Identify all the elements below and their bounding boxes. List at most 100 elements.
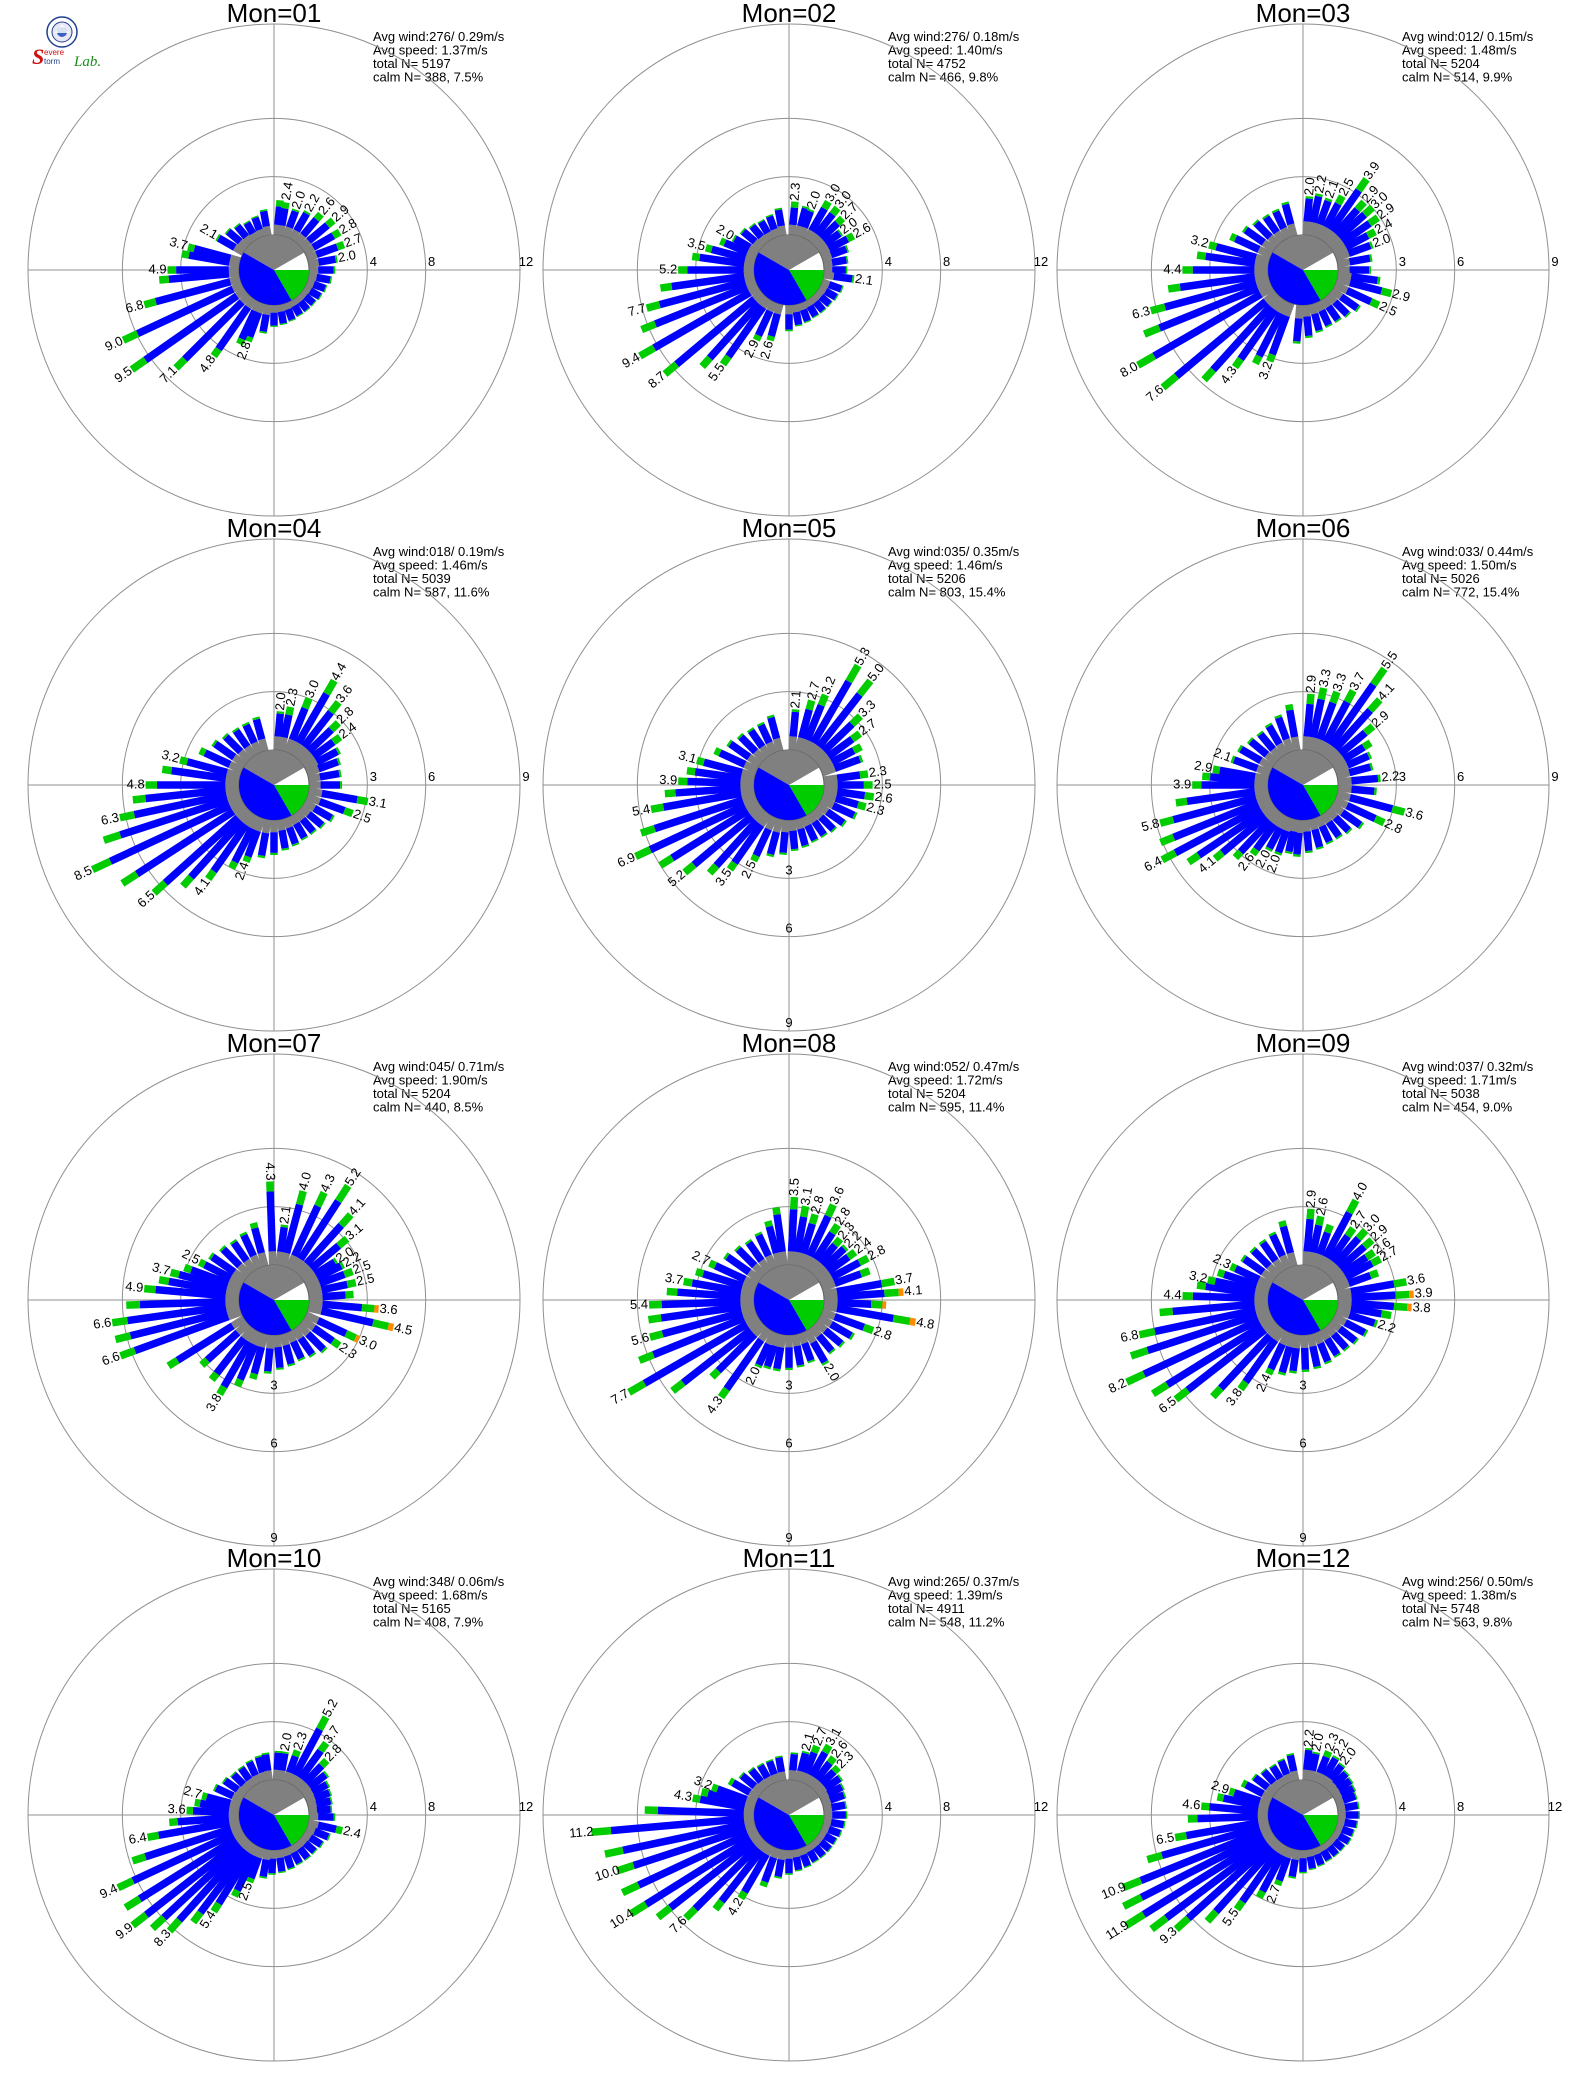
- wind-bar-segment: [1201, 772, 1211, 781]
- wind-bar-segment: [315, 748, 339, 766]
- wind-bar-segment: [119, 796, 229, 839]
- wind-bar-segment: [1348, 1311, 1376, 1327]
- wind-bar-segment: [832, 1838, 838, 1846]
- wind-bar-segment: [168, 270, 230, 283]
- calm-sector-green: [789, 1815, 824, 1846]
- bar-value-label: 2.9: [1391, 286, 1412, 305]
- wind-bar-segment: [1229, 1262, 1238, 1272]
- bar-value-label: 3.6: [826, 1184, 847, 1207]
- wind-bar-segment: [298, 804, 312, 817]
- wind-bar-segment: [231, 1772, 247, 1788]
- wind-bar-segment: [787, 1251, 796, 1266]
- wind-bar-segment: [1325, 839, 1334, 845]
- bar-value-label: 7.7: [626, 300, 647, 319]
- wind-bar-segment: [210, 346, 222, 359]
- wind-bar-segment: [1324, 197, 1333, 203]
- wind-bar-segment: [1286, 709, 1299, 738]
- wind-bar-segment: [282, 301, 292, 311]
- wind-bar-segment: [327, 699, 342, 715]
- wind-bar-segment: [178, 1270, 229, 1292]
- bar-value-label: 2.9: [1193, 757, 1213, 775]
- wind-bar-segment: [700, 1787, 710, 1797]
- wind-bar-segment: [1361, 739, 1373, 751]
- wind-bar-segment: [245, 1760, 259, 1777]
- wind-bar-segment: [763, 1365, 772, 1370]
- wind-bar-segment: [1311, 1846, 1321, 1856]
- bar-value-label: 2.2: [340, 1248, 363, 1270]
- wind-bar-segment: [259, 1858, 270, 1878]
- wind-bar-segment: [307, 773, 321, 783]
- wind-bar-segment: [1351, 1299, 1395, 1311]
- wind-bar-segment: [1150, 1381, 1170, 1397]
- wind-bar-segment: [808, 1324, 822, 1339]
- wind-bar-segment: [274, 1346, 284, 1368]
- calm-sector-blue: [239, 767, 292, 820]
- ring-label: 12: [1034, 1799, 1048, 1814]
- wind-bar-segment: [1366, 751, 1373, 760]
- wind-bar-segment: [1286, 1252, 1298, 1268]
- wind-bar-segment: [319, 1841, 325, 1849]
- wind-bar-segment: [291, 208, 300, 213]
- wind-bar-segment: [361, 1303, 375, 1313]
- wind-bar-segment: [1293, 832, 1303, 855]
- wind-bar-segment: [1345, 287, 1373, 306]
- wind-bar-segment: [316, 1317, 348, 1337]
- wind-bar-segment: [1306, 221, 1317, 237]
- stats-line: Avg wind:012/ 0.15m/s: [1402, 29, 1534, 44]
- wind-bar-segment: [317, 293, 323, 301]
- wind-bar-segment: [318, 1812, 334, 1821]
- wind-bar-segment: [770, 1773, 781, 1784]
- wind-bar-segment: [591, 1826, 612, 1837]
- wind-bar-segment: [1343, 1319, 1367, 1337]
- bar-value-label: 4.3: [673, 1786, 693, 1804]
- wind-bar-segment: [1334, 1279, 1350, 1292]
- wind-bar-segment: [249, 231, 260, 242]
- wind-bar-segment: [299, 1784, 312, 1797]
- wind-bar-segment: [280, 714, 293, 739]
- wind-bar-segment: [749, 223, 765, 240]
- wind-bar-segment: [1329, 239, 1345, 253]
- wind-bar-segment: [817, 693, 829, 707]
- ring-label: 9: [785, 1530, 792, 1545]
- wind-bar-segment: [803, 1328, 817, 1344]
- wind-bar-segment: [627, 1380, 647, 1396]
- stats-line: calm N= 388, 7.5%: [373, 70, 484, 85]
- wind-bar-segment: [1316, 740, 1330, 756]
- ring-label: 4: [1399, 1799, 1406, 1814]
- wind-bar-segment: [297, 1335, 315, 1357]
- wind-bar-segment: [1306, 693, 1315, 705]
- wind-bar-segment: [821, 199, 832, 211]
- wind-bar-segment: [1333, 761, 1349, 775]
- bar-value-label: 4.9: [149, 261, 167, 276]
- wind-bar-segment: [1261, 1790, 1274, 1802]
- wind-bar-segment: [1343, 1769, 1350, 1777]
- wind-bar-segment: [794, 1770, 805, 1783]
- wind-bar-segment: [332, 1257, 339, 1266]
- wind-bar-segment: [222, 1777, 240, 1793]
- wind-bar-segment: [129, 356, 148, 373]
- wind-bar-segment: [116, 1877, 135, 1892]
- wind-bar-segment: [205, 1793, 232, 1807]
- wind-bar-segment: [1249, 1246, 1257, 1254]
- wind-bar-segment: [1335, 790, 1351, 802]
- wind-bar-segment: [748, 222, 756, 229]
- wind-bar-segment: [1214, 1277, 1257, 1294]
- wind-bar-segment: [777, 1771, 787, 1782]
- wind-bar-segment: [754, 1231, 763, 1237]
- wind-bar-segment: [235, 1786, 248, 1798]
- stats-line: Avg wind:265/ 0.37m/s: [888, 1574, 1020, 1589]
- wind-bar-segment: [1258, 1238, 1267, 1246]
- wind-bar-segment: [257, 1252, 269, 1268]
- wind-bar-segment: [90, 857, 113, 874]
- wind-bar-segment: [1351, 1784, 1357, 1792]
- wind-bar-segment: [1172, 1300, 1255, 1316]
- wind-bar-segment: [837, 1289, 885, 1301]
- wind-bar-segment: [296, 312, 304, 318]
- wind-bar-segment: [1344, 311, 1352, 319]
- wind-bar-segment: [757, 218, 765, 224]
- wind-bar-segment: [691, 252, 701, 262]
- wind-bar-segment: [215, 1851, 254, 1906]
- wind-bar-segment: [212, 1783, 218, 1792]
- bar-value-label: 2.8: [807, 1194, 827, 1216]
